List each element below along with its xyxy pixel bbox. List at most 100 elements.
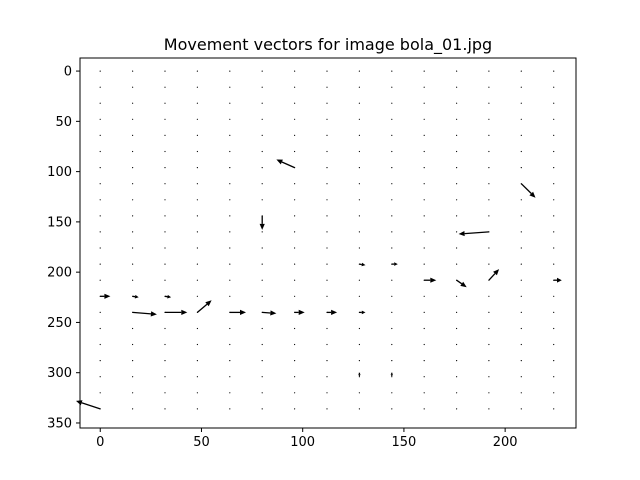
vector-arrow xyxy=(359,310,366,315)
grid-dot xyxy=(164,215,166,217)
grid-dot xyxy=(229,392,231,394)
grid-dot xyxy=(294,183,296,185)
grid-dot xyxy=(553,70,555,72)
grid-dot xyxy=(294,279,296,281)
plot-frame xyxy=(79,57,577,429)
grid-dot xyxy=(164,343,166,346)
vector-head xyxy=(361,310,366,315)
grid-dot xyxy=(358,102,360,104)
grid-dot xyxy=(164,150,166,153)
vector-arrow xyxy=(359,262,366,267)
grid-dot xyxy=(488,343,490,346)
grid-dot xyxy=(132,215,134,217)
grid-dot xyxy=(229,279,231,281)
grid-dot xyxy=(261,408,263,410)
grid-dot xyxy=(520,327,522,330)
grid-dot xyxy=(326,360,328,362)
grid-dot xyxy=(261,167,263,169)
grid-dot xyxy=(391,118,393,120)
vector-head xyxy=(358,374,361,377)
grid-dot xyxy=(391,392,393,394)
grid-dot xyxy=(488,376,490,378)
grid-dot xyxy=(488,215,490,217)
grid-dot xyxy=(326,118,328,120)
x-tick-label: 200 xyxy=(493,435,518,450)
vector-shaft xyxy=(520,183,532,194)
grid-dot xyxy=(229,134,231,136)
grid-dot xyxy=(196,134,198,136)
grid-dot xyxy=(196,199,198,201)
vector-arrow xyxy=(165,309,188,315)
grid-dot xyxy=(261,327,263,330)
grid-dot xyxy=(358,279,360,281)
grid-dot xyxy=(520,279,522,281)
grid-dot xyxy=(423,263,425,265)
grid-dot xyxy=(326,167,328,169)
grid-dot xyxy=(261,183,263,185)
grid-dot xyxy=(99,392,101,394)
grid-dot xyxy=(261,295,263,297)
grid-dot xyxy=(229,183,231,185)
grid-dot xyxy=(261,263,263,265)
grid-dot xyxy=(456,295,458,297)
grid-dot xyxy=(196,102,198,104)
grid-dot xyxy=(196,231,198,233)
grid-dot xyxy=(520,86,522,88)
grid-dot xyxy=(553,343,555,346)
grid-dot xyxy=(488,183,490,185)
vector-shaft xyxy=(262,311,271,314)
vector-head xyxy=(458,231,465,237)
vector-head xyxy=(150,311,157,317)
vector-shaft xyxy=(456,279,463,285)
grid-dot xyxy=(132,343,134,346)
vector-head xyxy=(134,294,139,299)
grid-dot xyxy=(423,167,425,169)
x-tick-label: 100 xyxy=(290,435,315,450)
y-tick-label: 50 xyxy=(55,115,72,130)
grid-dot xyxy=(326,150,328,153)
grid-dot xyxy=(132,327,134,330)
grid-dot xyxy=(229,376,231,378)
grid-dot xyxy=(423,360,425,362)
grid-dot xyxy=(553,408,555,410)
grid-dot xyxy=(132,263,134,265)
grid-dot xyxy=(132,167,134,169)
grid-dot xyxy=(99,86,101,88)
grid-dot xyxy=(99,215,101,217)
grid-dot xyxy=(196,70,198,72)
vector-head xyxy=(104,293,111,299)
grid-dot xyxy=(358,86,360,88)
grid-dot xyxy=(358,295,360,297)
vector-arrow xyxy=(229,309,246,315)
grid-dot xyxy=(99,70,101,72)
grid-dot xyxy=(391,199,393,201)
vector-head xyxy=(270,310,277,316)
grid-dot xyxy=(553,183,555,185)
grid-dot xyxy=(326,327,328,330)
x-axis: 0 50 100 150 200 xyxy=(96,428,518,450)
grid-dot xyxy=(553,327,555,330)
vector-arrow xyxy=(100,293,111,299)
grid-dot xyxy=(553,295,555,297)
grid-dot xyxy=(229,118,231,120)
grid-dot xyxy=(164,199,166,201)
grid-dot xyxy=(261,150,263,153)
vector-arrow xyxy=(164,294,172,299)
grid-dot xyxy=(294,231,296,233)
grid-dot xyxy=(553,392,555,394)
grid-dot xyxy=(391,311,393,313)
grid-dot xyxy=(326,70,328,72)
grid-dot xyxy=(488,86,490,88)
grid-dot xyxy=(520,311,522,313)
grid-dot xyxy=(520,118,522,120)
grid-dot xyxy=(358,183,360,185)
grid-dot xyxy=(196,167,198,169)
grid-dot xyxy=(358,199,360,201)
vector-head xyxy=(460,281,467,288)
x-tick-label: 150 xyxy=(392,435,417,450)
grid-dot xyxy=(294,360,296,362)
grid-dot xyxy=(358,343,360,346)
grid-dot xyxy=(488,150,490,153)
grid-dot xyxy=(456,343,458,346)
grid-dot xyxy=(326,134,328,136)
